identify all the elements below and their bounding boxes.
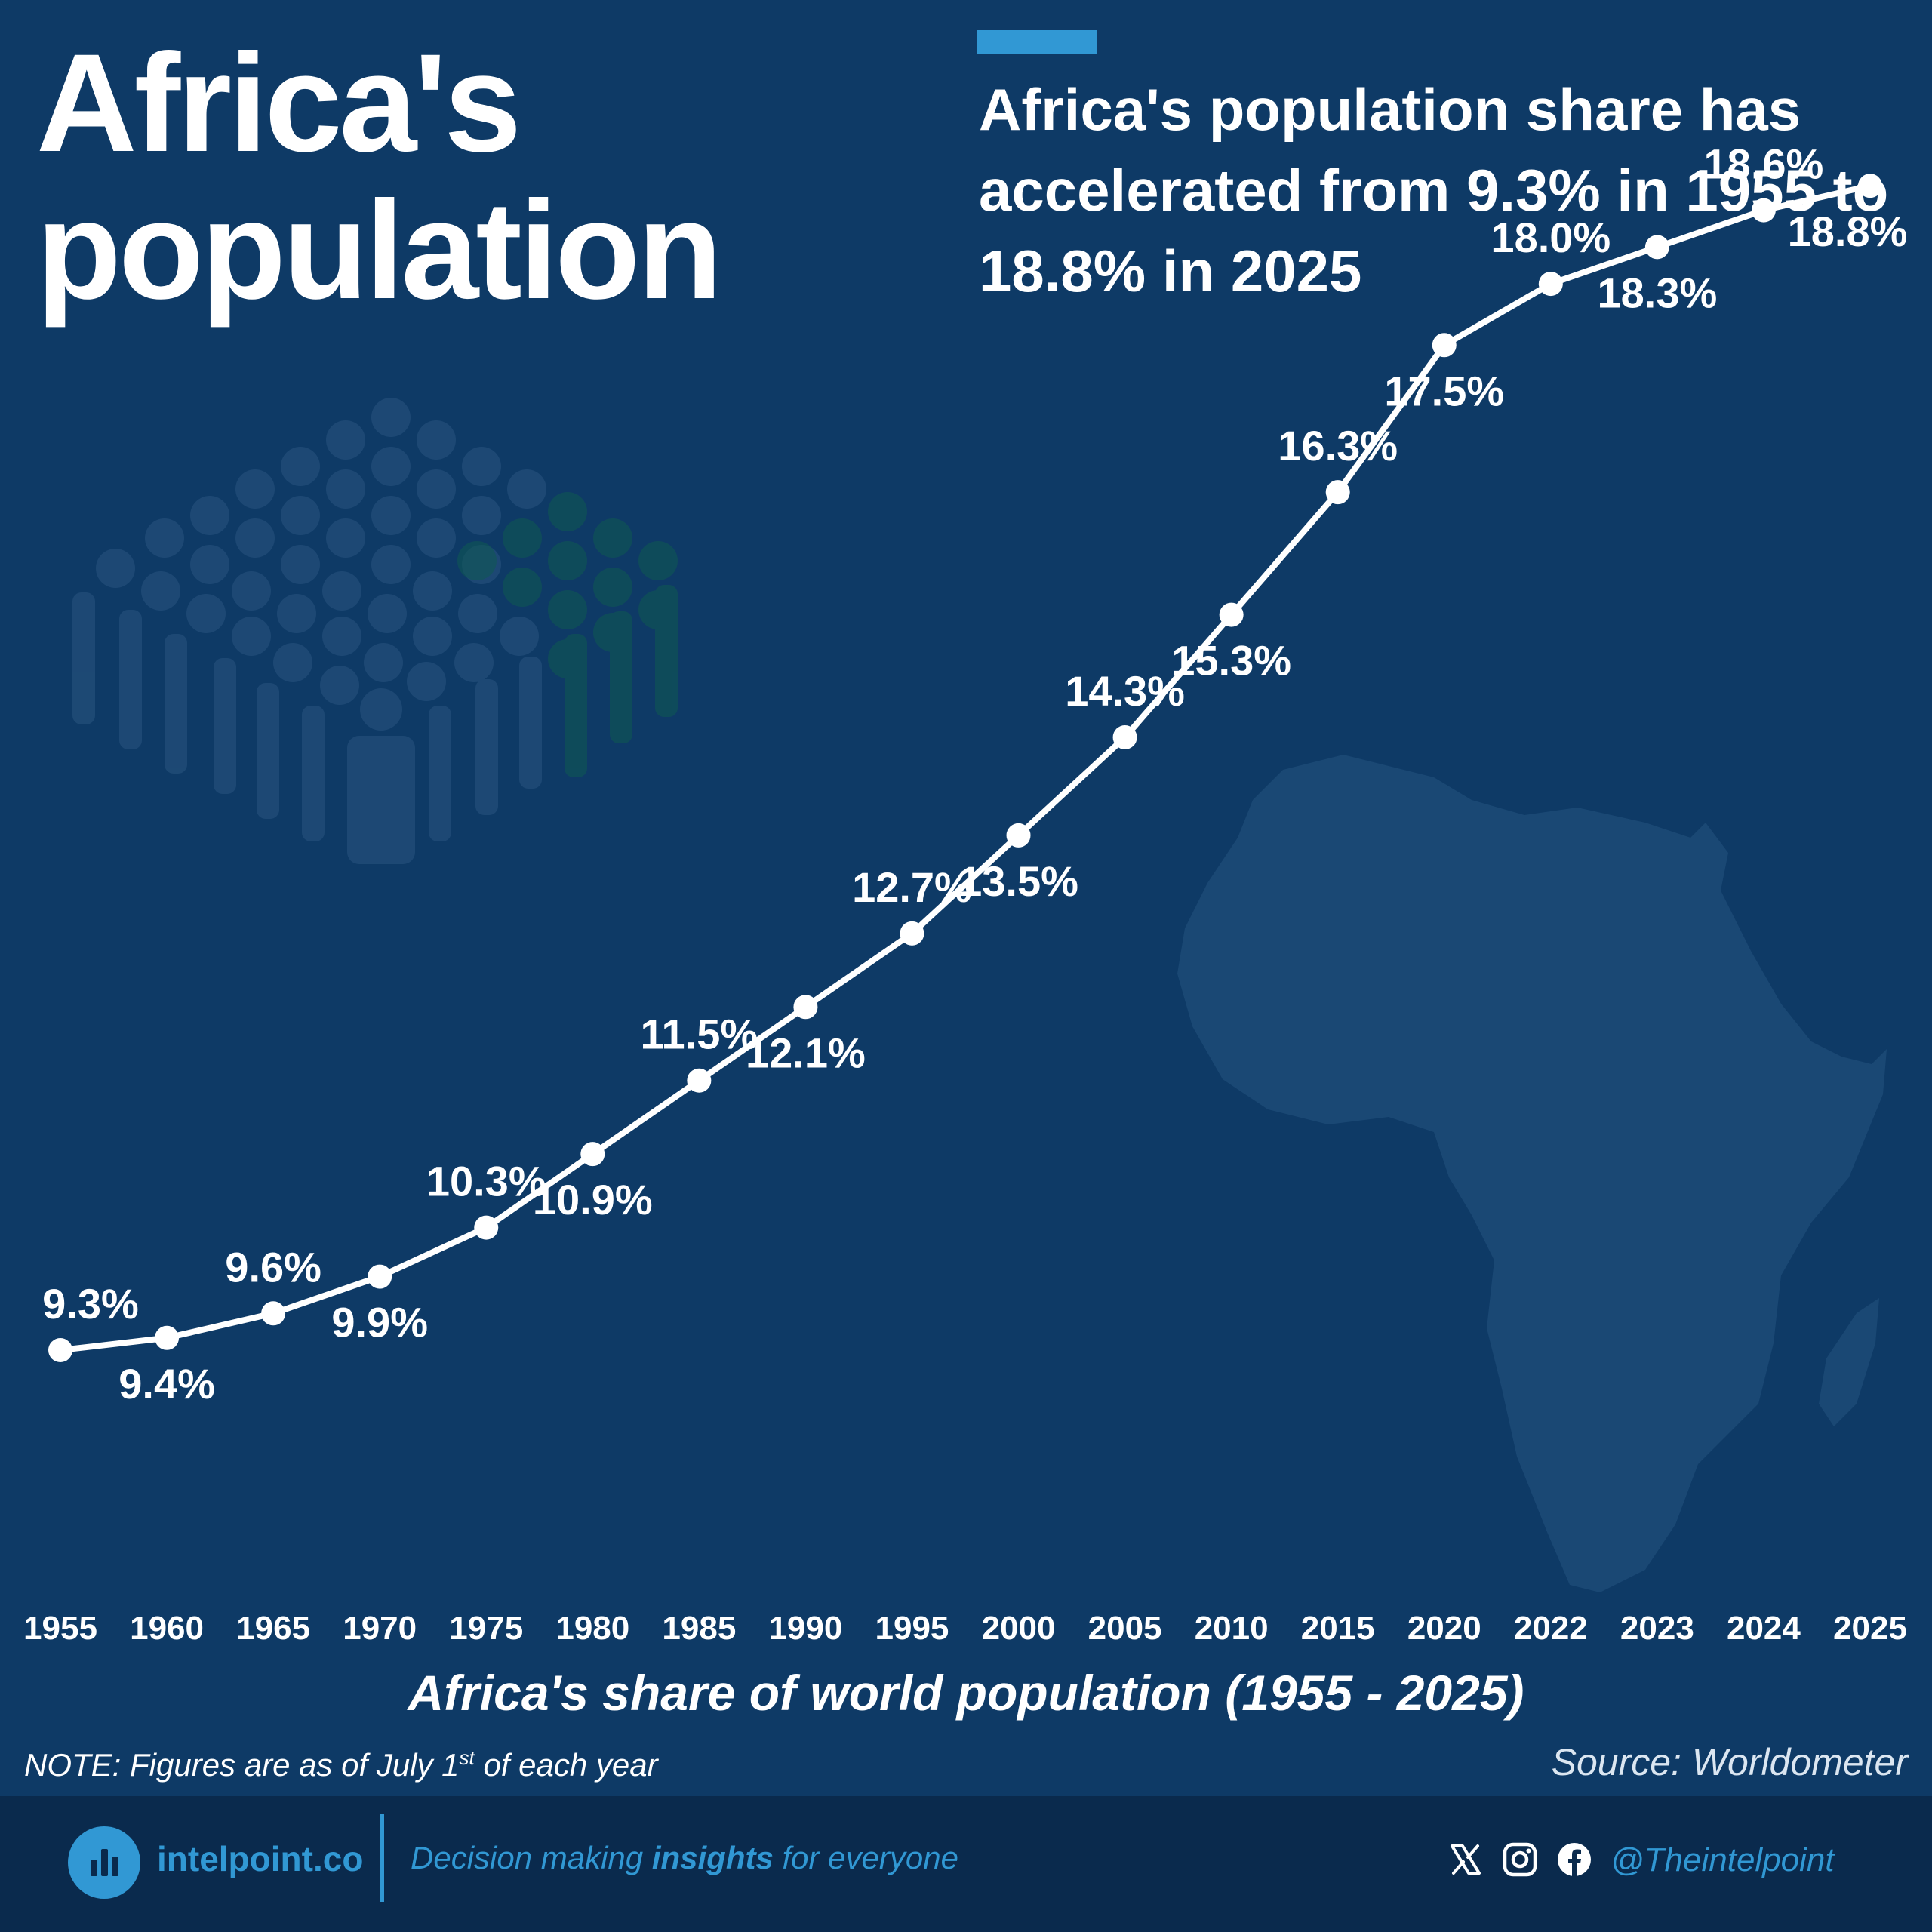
- social-handle[interactable]: @Theintelpoint: [1611, 1841, 1835, 1878]
- data-point: [1751, 198, 1776, 223]
- x-tick-label: 2024: [1727, 1610, 1801, 1647]
- footnote-text: NOTE: Figures are as of July 1: [24, 1747, 460, 1783]
- footnote: NOTE: Figures are as of July 1st of each…: [24, 1746, 658, 1783]
- page-title-line-2: population: [36, 173, 722, 328]
- facebook-icon[interactable]: [1556, 1841, 1592, 1878]
- data-label: 14.3%: [1065, 667, 1185, 715]
- subheadline: Africa's population share has accelerate…: [979, 76, 1889, 304]
- data-label: 18.0%: [1491, 214, 1611, 261]
- footnote-text-end: of each year: [474, 1747, 658, 1783]
- page-title: Africa's population: [36, 26, 722, 328]
- data-point: [1325, 480, 1350, 505]
- data-label: 18.6%: [1704, 140, 1824, 188]
- x-tick-label: 1985: [662, 1610, 736, 1647]
- data-label: 9.3%: [42, 1280, 139, 1327]
- data-label: 15.3%: [1171, 637, 1291, 685]
- data-point: [1112, 724, 1137, 749]
- x-icon[interactable]: [1447, 1841, 1484, 1878]
- x-tick-label: 1970: [343, 1610, 417, 1647]
- footer-bar: intelpoint.co Decision making insights f…: [0, 1796, 1932, 1932]
- data-point: [155, 1325, 180, 1350]
- data-label: 9.6%: [225, 1243, 321, 1291]
- x-tick-label: 1965: [236, 1610, 310, 1647]
- x-tick-label: 1955: [23, 1610, 97, 1647]
- data-point: [900, 921, 924, 946]
- x-tick-label: 2020: [1407, 1610, 1481, 1647]
- source-credit: Source: Worldometer: [1551, 1741, 1908, 1783]
- footer-divider: [380, 1814, 384, 1902]
- data-point: [793, 995, 818, 1020]
- x-tick-label: 2022: [1514, 1610, 1588, 1647]
- data-label: 18.8%: [1788, 208, 1908, 255]
- chart-title: Africa's share of world population (1955…: [408, 1665, 1524, 1721]
- page-title-line-1: Africa's: [36, 26, 521, 181]
- x-tick-label: 2000: [982, 1610, 1056, 1647]
- data-label: 9.9%: [331, 1299, 428, 1346]
- data-point: [48, 1338, 72, 1363]
- instagram-icon[interactable]: [1502, 1841, 1538, 1878]
- data-point: [368, 1264, 392, 1289]
- x-tick-label: 1975: [449, 1610, 523, 1647]
- x-tick-label: 1995: [875, 1610, 949, 1647]
- x-tick-label: 1990: [768, 1610, 842, 1647]
- data-label: 10.3%: [426, 1158, 546, 1205]
- tagline-end: for everyone: [773, 1840, 958, 1875]
- data-point: [1432, 333, 1457, 358]
- data-point: [580, 1142, 605, 1167]
- brand-name[interactable]: intelpoint.co: [157, 1839, 364, 1878]
- x-tick-label: 2010: [1195, 1610, 1269, 1647]
- data-point: [1006, 823, 1031, 848]
- data-label: 17.5%: [1384, 367, 1504, 414]
- data-label: 12.1%: [746, 1029, 866, 1076]
- data-label: 16.3%: [1278, 422, 1398, 469]
- data-point: [1219, 602, 1244, 627]
- x-tick-label: 2023: [1620, 1610, 1694, 1647]
- data-label: 11.5%: [641, 1011, 758, 1058]
- people-cluster-green-icon: [457, 492, 678, 777]
- accent-bar: [977, 30, 1097, 54]
- x-tick-label: 2025: [1833, 1610, 1907, 1647]
- data-label: 18.3%: [1597, 269, 1717, 316]
- footnote-superscript: st: [459, 1746, 475, 1769]
- data-label: 9.4%: [118, 1360, 215, 1407]
- data-point: [1858, 174, 1882, 198]
- data-label: 10.9%: [533, 1176, 653, 1223]
- data-point: [687, 1068, 712, 1093]
- data-label: 13.5%: [958, 857, 1078, 905]
- data-point: [1538, 272, 1563, 297]
- x-tick-label: 2005: [1088, 1610, 1162, 1647]
- people-cluster-icon: [72, 398, 546, 864]
- africa-map-icon: [1177, 755, 1887, 1592]
- data-point: [474, 1215, 499, 1240]
- x-tick-label: 1980: [555, 1610, 629, 1647]
- tagline-start: Decision making: [411, 1840, 652, 1875]
- data-point: [261, 1301, 286, 1326]
- series-line: [57, 183, 1873, 1354]
- x-tick-label: 1960: [130, 1610, 204, 1647]
- tagline: Decision making insights for everyone: [411, 1840, 958, 1876]
- data-label: 12.7%: [852, 863, 972, 911]
- brand-logo-icon[interactable]: [68, 1826, 140, 1899]
- data-point: [1644, 235, 1669, 260]
- x-tick-label: 2015: [1301, 1610, 1375, 1647]
- tagline-emphasis: insights: [651, 1840, 774, 1875]
